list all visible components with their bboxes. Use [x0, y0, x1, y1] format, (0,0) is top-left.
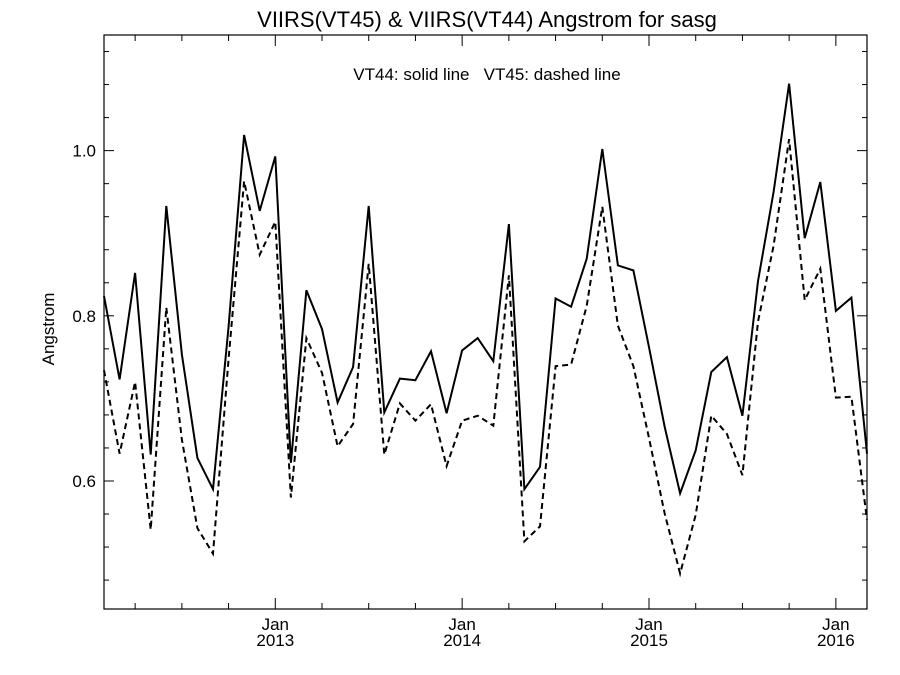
- x-tick-label-month: Jan: [822, 615, 849, 634]
- x-tick-label-year: 2014: [443, 631, 481, 650]
- series-lines: [103, 83, 868, 578]
- x-tick-label-year: 2013: [256, 631, 294, 650]
- series-line-vt45: [103, 138, 868, 578]
- y-axis-label: Angstrom: [39, 293, 58, 366]
- x-tick-label-month: Jan: [262, 615, 289, 634]
- y-tick-label: 0.8: [72, 307, 96, 326]
- x-tick-label-year: 2016: [817, 631, 855, 650]
- x-tick-label-month: Jan: [635, 615, 662, 634]
- chart-title: VIIRS(VT45) & VIIRS(VT44) Angstrom for s…: [257, 7, 717, 32]
- y-tick-label: 1.0: [72, 142, 96, 161]
- series-line-vt44: [103, 83, 868, 497]
- plot-frame: [103, 34, 868, 610]
- x-tick-label-year: 2015: [630, 631, 668, 650]
- x-tick-label-month: Jan: [448, 615, 475, 634]
- legend-annotation: VT44: solid line VT45: dashed line: [353, 65, 620, 84]
- y-tick-label: 0.6: [72, 472, 96, 491]
